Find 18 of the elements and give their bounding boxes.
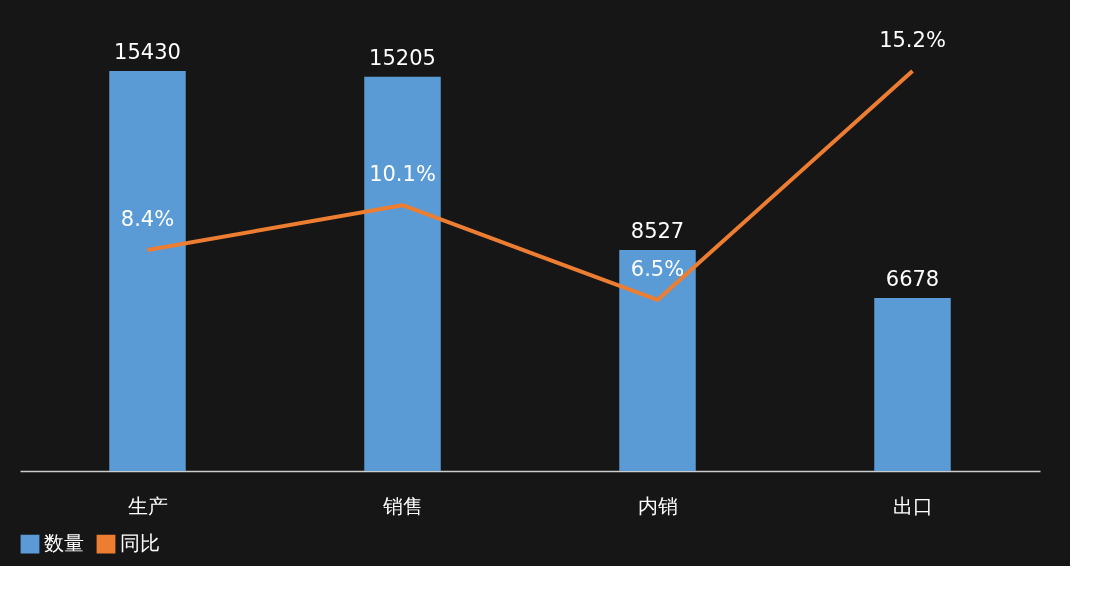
data-label: 15205 (369, 45, 436, 70)
data-label: 15430 (114, 40, 181, 64)
data-label: 6678 (885, 266, 940, 291)
data-label: 10.1% (369, 162, 436, 187)
bar (364, 76, 441, 471)
data-label: 6.5% (630, 256, 685, 281)
x-tick-label: 内销 (637, 493, 678, 518)
data-label: 8527 (630, 218, 685, 243)
data-label: 15.2% (879, 28, 946, 52)
bar (874, 297, 951, 471)
x-tick-label: 销售 (381, 493, 423, 518)
x-tick-label: 出口 (892, 493, 933, 518)
x-tick-label: 生产 (127, 493, 168, 518)
legend-label: 数量 (44, 531, 84, 556)
legend-label: 同比 (120, 531, 160, 556)
data-label: 8.4% (120, 206, 175, 231)
bar (109, 71, 186, 471)
bar (619, 249, 696, 471)
